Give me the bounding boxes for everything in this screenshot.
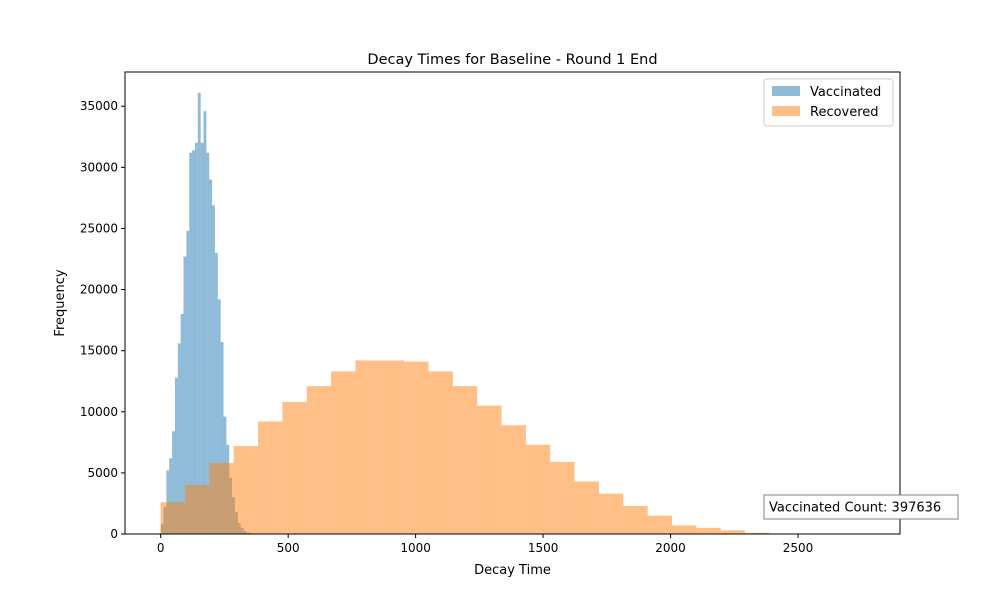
vaccinated-bar	[212, 205, 215, 534]
recovered-bar	[306, 386, 332, 534]
vaccinated-bar	[203, 111, 207, 534]
count-annotation: Vaccinated Count: 397636	[763, 494, 959, 520]
vaccinated-bar	[220, 342, 224, 534]
y-tick-label: 30000	[80, 160, 118, 174]
recovered-bar	[696, 527, 721, 534]
recovered-bar	[623, 505, 648, 534]
legend-swatch-vaccinated	[772, 86, 800, 96]
x-tick-label: 2500	[783, 541, 814, 555]
recovered-bar	[331, 371, 356, 534]
vaccinated-bar	[192, 150, 195, 534]
x-tick-label: 1000	[400, 541, 431, 555]
recovered-bar	[745, 532, 770, 534]
legend-label-vaccinated: Vaccinated	[810, 85, 881, 100]
recovered-bar	[428, 371, 453, 534]
recovered-bar	[258, 421, 283, 534]
y-tick-label: 10000	[80, 405, 118, 419]
vaccinated-bar	[183, 256, 187, 534]
recovered-bar	[282, 402, 307, 534]
recovered-bar	[404, 361, 429, 534]
y-tick-label: 20000	[80, 283, 118, 297]
recovered-bar	[477, 405, 502, 534]
recovered-bar	[647, 515, 672, 534]
legend: Vaccinated Recovered	[763, 78, 894, 127]
vaccinated-bar	[200, 142, 204, 534]
x-tick-label: 2000	[655, 541, 686, 555]
recovered-bar	[720, 530, 745, 534]
recovered-bar	[185, 485, 210, 534]
vaccinated-bar	[197, 92, 201, 535]
recovered-bar	[233, 446, 259, 534]
vaccinated-bar	[172, 431, 175, 534]
vaccinated-bar	[186, 230, 190, 534]
recovered-bar	[209, 463, 234, 534]
vaccinated-bar	[194, 142, 198, 534]
vaccinated-bar	[180, 314, 184, 534]
recovered-bar	[550, 461, 575, 534]
vaccinated-bar	[189, 152, 193, 534]
x-axis-ticks: 0 500 1000 1500 2000 2500	[157, 534, 813, 555]
y-tick-label: 15000	[80, 344, 118, 358]
x-axis-label: Decay Time	[474, 563, 551, 578]
y-tick-label: 35000	[80, 99, 118, 113]
y-axis-label: Frequency	[53, 269, 68, 336]
vaccinated-bar	[206, 152, 210, 534]
annotation-box	[763, 494, 959, 520]
vaccinated-bar	[174, 377, 178, 534]
recovered-bar	[671, 525, 697, 534]
recovered-bar	[501, 425, 526, 534]
chart-title: Decay Times for Baseline - Round 1 End	[367, 52, 657, 68]
vaccinated-bar	[169, 458, 173, 534]
vaccinated-bar	[177, 343, 181, 534]
recovered-bar	[525, 444, 551, 534]
plot-area-frame	[124, 71, 901, 535]
legend-swatch-recovered	[772, 106, 800, 116]
recovered-bar	[452, 386, 478, 534]
y-axis-ticks: 0 5000 10000 15000 20000 25000 30000 35000	[80, 99, 125, 541]
y-tick-label: 5000	[87, 466, 118, 480]
recovered-bar	[379, 360, 405, 534]
x-tick-label: 500	[277, 541, 300, 555]
recovered-bar	[355, 360, 380, 534]
recovered-bar	[574, 481, 599, 534]
recovered-bar	[160, 502, 186, 534]
recovered-bars	[160, 360, 819, 534]
x-tick-label: 0	[157, 541, 165, 555]
x-tick-label: 1500	[528, 541, 559, 555]
legend-label-recovered: Recovered	[810, 105, 879, 120]
vaccinated-bar	[217, 299, 221, 534]
annotation-text: Vaccinated Count: 397636	[769, 501, 941, 516]
y-tick-label: 0	[110, 527, 118, 541]
vaccinated-bar	[214, 252, 218, 534]
vaccinated-bar	[209, 179, 213, 535]
recovered-bar	[598, 493, 624, 534]
y-tick-label: 25000	[80, 221, 118, 235]
